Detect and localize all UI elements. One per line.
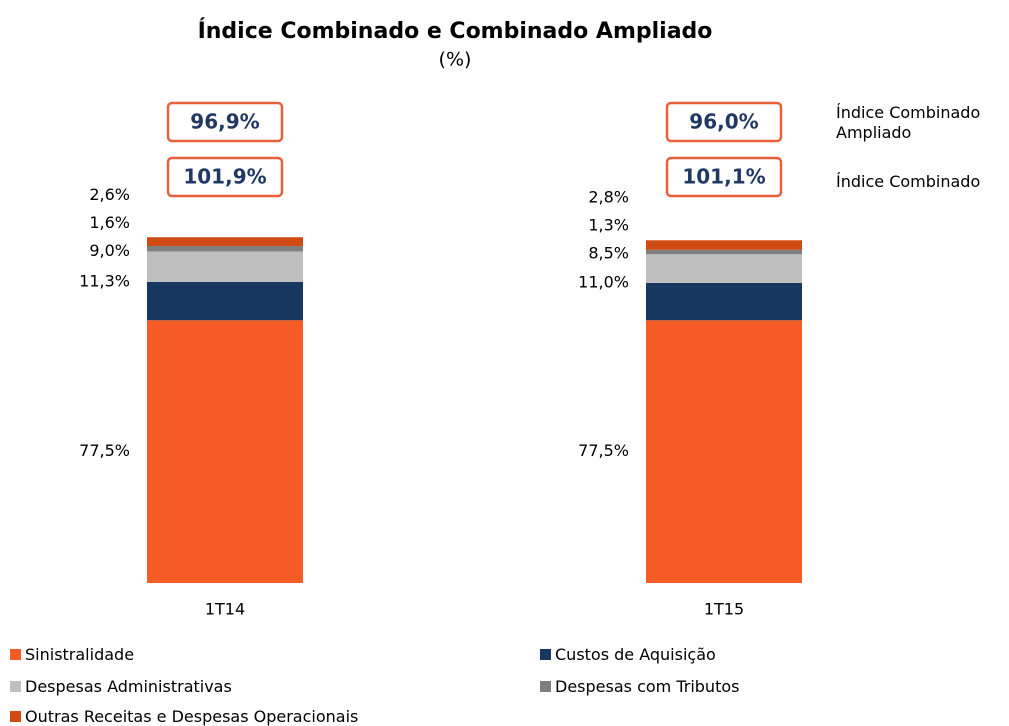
bar-segment: [147, 251, 303, 282]
legend-item: Sinistralidade: [10, 645, 134, 664]
bar-segment: [646, 254, 802, 283]
legend-item: Despesas com Tributos: [540, 677, 739, 696]
chart-title: Índice Combinado e Combinado Ampliado: [198, 18, 713, 44]
legend-label: Sinistralidade: [25, 645, 135, 664]
index-box: [166, 101, 284, 143]
legend-swatch: [10, 711, 21, 722]
legend-swatch: [540, 649, 551, 660]
bar-segment: [147, 237, 303, 247]
bar-segment: [147, 320, 303, 583]
bar-segment: [646, 240, 802, 250]
legend-label: Custos de Aquisição: [555, 645, 716, 664]
x-tick-label: 1T14: [205, 600, 245, 619]
legend-item: Outras Receitas e Despesas Operacionais: [10, 707, 358, 726]
legend-item: Custos de Aquisição: [540, 645, 716, 664]
index-value: 96,0%: [689, 110, 758, 134]
data-label: 2,6%: [89, 185, 130, 204]
bar-segment: [646, 249, 802, 255]
index-value: 101,1%: [682, 165, 765, 189]
data-label: 8,5%: [588, 244, 629, 263]
index-value: 101,9%: [183, 165, 266, 189]
legend-swatch: [10, 681, 21, 692]
index-box: [665, 101, 783, 143]
legend-item: Despesas Administrativas: [10, 677, 232, 696]
index-box: [166, 156, 284, 198]
data-label: 1,3%: [588, 216, 629, 235]
data-label: 77,5%: [79, 441, 130, 460]
data-label: 2,8%: [588, 188, 629, 207]
data-label: 1,6%: [89, 213, 130, 232]
bar-segment: [646, 320, 802, 583]
data-label: 11,3%: [79, 271, 130, 290]
bar-segment: [147, 281, 303, 321]
index-box: [665, 156, 783, 198]
bar-segment: [147, 246, 303, 252]
legend-label: Despesas com Tributos: [555, 677, 740, 696]
x-tick-label: 1T15: [704, 600, 744, 619]
legend-swatch: [10, 649, 21, 660]
legend-label: Outras Receitas e Despesas Operacionais: [25, 707, 359, 726]
bar-segment: [646, 282, 802, 321]
index-value: 96,9%: [190, 110, 259, 134]
legend-label: Despesas Administrativas: [25, 677, 232, 696]
data-label: 77,5%: [578, 441, 629, 460]
legend-swatch: [540, 681, 551, 692]
data-label: 11,0%: [578, 272, 629, 291]
data-label: 9,0%: [89, 241, 130, 260]
index-label: Índice Combinado: [836, 172, 981, 191]
chart-subtitle: (%): [439, 49, 472, 71]
index-label: Índice Combinado Ampliado: [836, 103, 981, 142]
